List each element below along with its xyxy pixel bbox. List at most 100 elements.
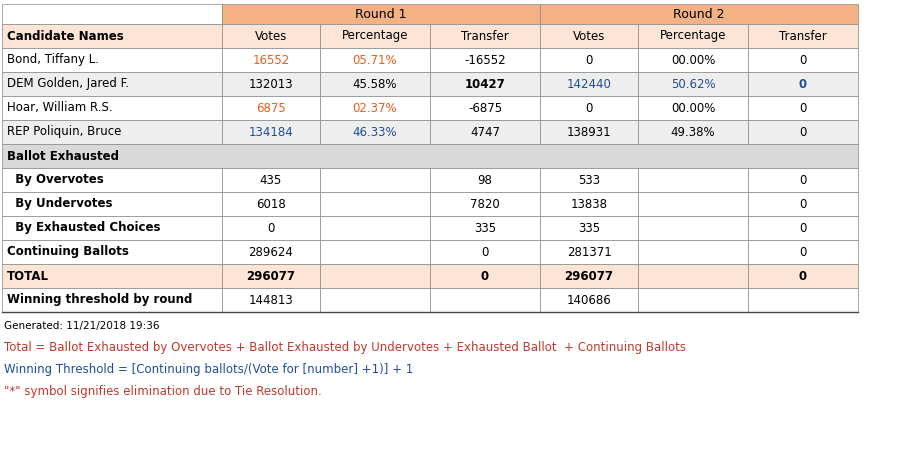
Text: 0: 0 bbox=[799, 197, 806, 211]
Text: Candidate Names: Candidate Names bbox=[7, 30, 124, 42]
Bar bbox=[540, 168, 638, 192]
Bar bbox=[638, 192, 748, 216]
Bar bbox=[540, 120, 638, 144]
Bar bbox=[748, 24, 858, 48]
Bar bbox=[430, 168, 540, 192]
Text: "*" symbol signifies elimination due to Tie Resolution.: "*" symbol signifies elimination due to … bbox=[4, 385, 322, 399]
Bar bbox=[2, 216, 222, 240]
Text: 435: 435 bbox=[260, 173, 282, 187]
Text: 6875: 6875 bbox=[256, 102, 286, 115]
Bar bbox=[430, 216, 540, 240]
Text: 140686: 140686 bbox=[567, 293, 611, 306]
Bar bbox=[748, 264, 858, 288]
Bar bbox=[430, 48, 540, 72]
Bar bbox=[430, 264, 540, 288]
Bar bbox=[320, 24, 430, 48]
Bar bbox=[430, 288, 540, 312]
Bar bbox=[320, 168, 430, 192]
Text: By Exhausted Choices: By Exhausted Choices bbox=[7, 221, 160, 235]
Bar bbox=[222, 4, 540, 24]
Bar bbox=[320, 96, 430, 120]
Text: 0: 0 bbox=[799, 54, 806, 66]
Text: 05.71%: 05.71% bbox=[353, 54, 397, 66]
Text: Total = Ballot Exhausted by Overvotes + Ballot Exhausted by Undervotes + Exhaust: Total = Ballot Exhausted by Overvotes + … bbox=[4, 342, 686, 354]
Bar bbox=[2, 240, 222, 264]
Bar bbox=[748, 168, 858, 192]
Text: Round 2: Round 2 bbox=[673, 8, 725, 21]
Text: Votes: Votes bbox=[255, 30, 287, 42]
Bar bbox=[2, 24, 222, 48]
Bar bbox=[2, 4, 222, 24]
Bar bbox=[638, 48, 748, 72]
Bar bbox=[430, 96, 540, 120]
Bar bbox=[320, 288, 430, 312]
Text: 98: 98 bbox=[478, 173, 492, 187]
Bar bbox=[540, 288, 638, 312]
Bar bbox=[222, 72, 320, 96]
Bar bbox=[540, 264, 638, 288]
Text: 0: 0 bbox=[799, 102, 806, 115]
Bar bbox=[222, 240, 320, 264]
Text: Hoar, William R.S.: Hoar, William R.S. bbox=[7, 102, 112, 115]
Text: Percentage: Percentage bbox=[660, 30, 726, 42]
Bar bbox=[748, 288, 858, 312]
Bar bbox=[2, 192, 222, 216]
Text: -16552: -16552 bbox=[464, 54, 506, 66]
Text: Winning threshold by round: Winning threshold by round bbox=[7, 293, 193, 306]
Bar bbox=[638, 120, 748, 144]
Bar bbox=[320, 192, 430, 216]
Text: 0: 0 bbox=[799, 78, 807, 91]
Text: 289624: 289624 bbox=[248, 245, 293, 258]
Bar bbox=[638, 216, 748, 240]
Text: 02.37%: 02.37% bbox=[353, 102, 397, 115]
Bar bbox=[638, 168, 748, 192]
Text: 142440: 142440 bbox=[567, 78, 611, 91]
Text: 296077: 296077 bbox=[247, 269, 295, 282]
Bar bbox=[320, 240, 430, 264]
Text: Votes: Votes bbox=[572, 30, 605, 42]
Text: 144813: 144813 bbox=[248, 293, 293, 306]
Text: 296077: 296077 bbox=[564, 269, 614, 282]
Bar bbox=[540, 24, 638, 48]
Text: 0: 0 bbox=[481, 269, 489, 282]
Text: Transfer: Transfer bbox=[461, 30, 508, 42]
Text: 134184: 134184 bbox=[248, 125, 293, 139]
Text: 0: 0 bbox=[585, 54, 593, 66]
Text: 0: 0 bbox=[799, 269, 807, 282]
Text: Bond, Tiffany L.: Bond, Tiffany L. bbox=[7, 54, 99, 66]
Bar bbox=[320, 120, 430, 144]
Bar bbox=[320, 48, 430, 72]
Bar bbox=[540, 216, 638, 240]
Text: 533: 533 bbox=[578, 173, 600, 187]
Text: By Undervotes: By Undervotes bbox=[7, 197, 112, 211]
Text: 4747: 4747 bbox=[470, 125, 500, 139]
Bar bbox=[430, 24, 540, 48]
Bar bbox=[638, 96, 748, 120]
Text: 7820: 7820 bbox=[470, 197, 500, 211]
Bar bbox=[638, 264, 748, 288]
Text: 335: 335 bbox=[578, 221, 600, 235]
Text: 335: 335 bbox=[474, 221, 496, 235]
Bar bbox=[2, 288, 222, 312]
Bar bbox=[2, 72, 222, 96]
Bar bbox=[748, 240, 858, 264]
Bar bbox=[748, 216, 858, 240]
Text: By Overvotes: By Overvotes bbox=[7, 173, 104, 187]
Text: 49.38%: 49.38% bbox=[670, 125, 716, 139]
Text: 0: 0 bbox=[799, 245, 806, 258]
Text: 46.33%: 46.33% bbox=[353, 125, 397, 139]
Bar bbox=[222, 120, 320, 144]
Bar bbox=[540, 4, 858, 24]
Bar bbox=[222, 192, 320, 216]
Text: 0: 0 bbox=[799, 221, 806, 235]
Text: Round 1: Round 1 bbox=[356, 8, 407, 21]
Bar bbox=[222, 264, 320, 288]
Text: 0: 0 bbox=[799, 173, 806, 187]
Bar bbox=[748, 120, 858, 144]
Bar bbox=[430, 192, 540, 216]
Text: 45.58%: 45.58% bbox=[353, 78, 397, 91]
Text: 50.62%: 50.62% bbox=[670, 78, 716, 91]
Bar bbox=[320, 72, 430, 96]
Text: 6018: 6018 bbox=[256, 197, 286, 211]
Text: 0: 0 bbox=[585, 102, 593, 115]
